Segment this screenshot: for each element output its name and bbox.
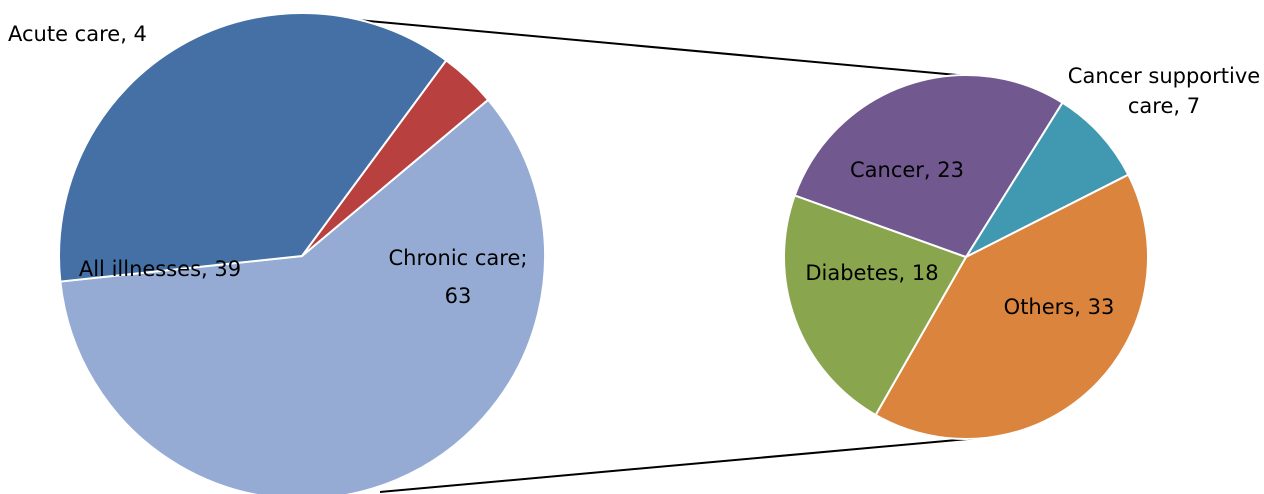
label-cancer-supportive-care: Cancer supportive care, 7 bbox=[1068, 64, 1260, 118]
slice-acute-care bbox=[301, 59, 490, 257]
label-all-illnesses: All illnesses, 39 bbox=[79, 257, 241, 281]
connector-line-top bbox=[324, 16, 980, 78]
label-chronic-care: Chronic care; 63 bbox=[389, 246, 528, 308]
label-cancer: Cancer, 23 bbox=[850, 158, 964, 182]
data-labels: Chronic care; 63 All illnesses, 39 Acute ca… bbox=[8, 22, 1260, 319]
main-pie bbox=[58, 12, 546, 494]
connector-lines bbox=[324, 16, 980, 493]
slice-diabetes bbox=[783, 194, 968, 417]
slice-chronic-care bbox=[59, 98, 546, 494]
label-others: Others, 33 bbox=[1004, 295, 1115, 319]
slice-cancer-supportive-care bbox=[963, 101, 1130, 260]
label-acute-care: Acute care, 4 bbox=[8, 22, 147, 46]
slice-cancer bbox=[793, 73, 1064, 259]
slice-all-illnesses bbox=[58, 12, 448, 283]
connector-line-bottom bbox=[379, 437, 980, 493]
label-diabetes: Diabetes, 18 bbox=[805, 261, 938, 285]
slice-others bbox=[874, 173, 1149, 440]
secondary-pie bbox=[783, 73, 1149, 440]
